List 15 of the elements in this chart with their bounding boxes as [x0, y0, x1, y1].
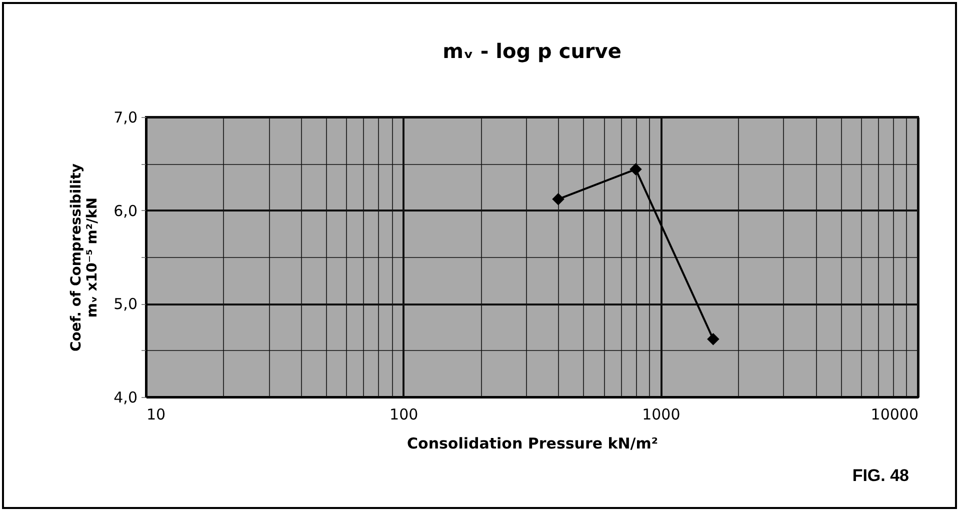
y-axis-title: Coef. of Compressibility mᵥ x10⁻⁵ m²/kN — [68, 163, 101, 352]
x-axis-title: Consolidation Pressure kN/m² — [407, 434, 658, 452]
y-tick-label: 7,0 — [114, 108, 138, 126]
point — [552, 193, 564, 206]
caption: FIG. 48 — [852, 466, 909, 486]
y-tick-label: 4,0 — [114, 388, 138, 406]
y-tick-label: 5,0 — [114, 295, 138, 314]
chart-title: mᵥ - log p curve — [442, 39, 622, 63]
point — [707, 333, 720, 346]
point — [630, 163, 642, 176]
x-tick-label: 100 — [390, 406, 418, 424]
x-tick-label: 1000 — [642, 406, 680, 424]
x-tick-label: 10 — [146, 406, 166, 424]
y-tick-label: 6,0 — [114, 202, 138, 220]
x-tick-label: 10000 — [870, 406, 918, 424]
